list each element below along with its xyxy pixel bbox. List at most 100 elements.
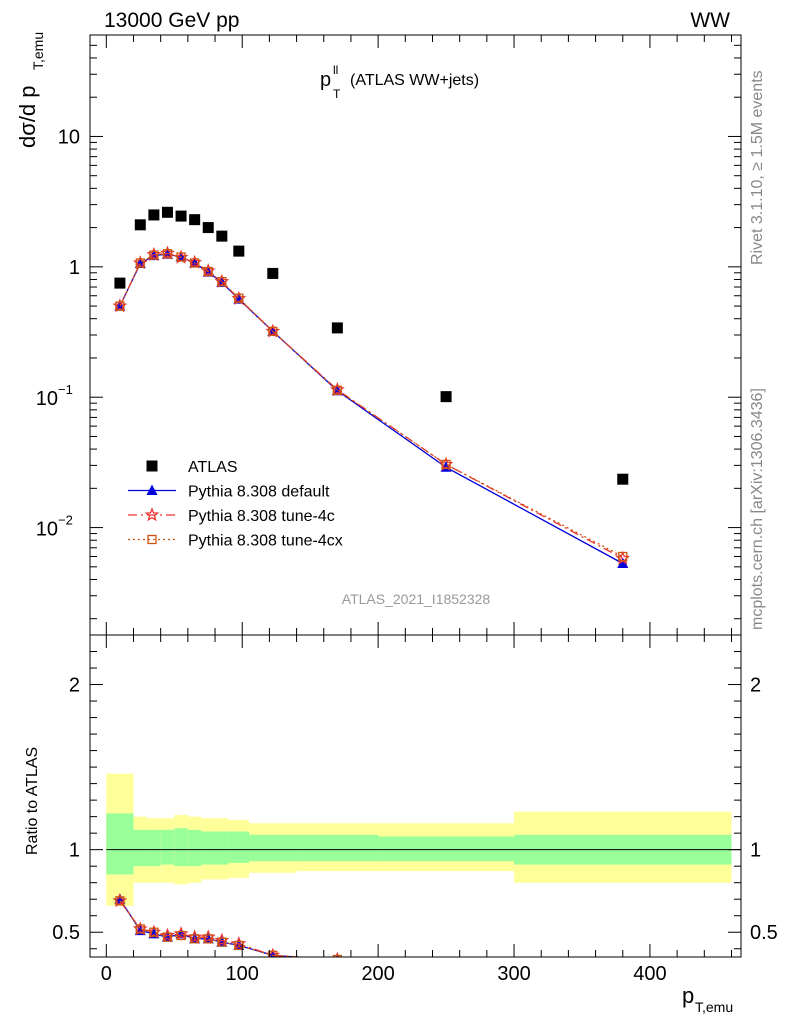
main-point-pythia-8-308-tune-4cx xyxy=(162,249,173,259)
main-point-pythia-8-308-tune-4cx xyxy=(234,293,244,303)
main-point-atlas xyxy=(440,391,452,403)
legend-label: Pythia 8.308 default xyxy=(188,484,330,501)
ratio-point-pythia-8-308-tune-4cx xyxy=(189,934,200,944)
main-ylabel: dσ/d p T,emu xyxy=(15,32,46,148)
main-point-atlas xyxy=(134,219,146,231)
ratio-point-pythia-8-308-tune-4cx xyxy=(217,937,227,947)
svg-text:10: 10 xyxy=(36,388,58,410)
ratio-point-pythia-8-308-default xyxy=(617,972,628,983)
ratio-y-tick-label-right: 2 xyxy=(750,675,761,697)
ylabel-text: dσ/d p xyxy=(15,85,40,148)
main-y-tick-label: 1 xyxy=(69,257,80,279)
ratio-line-pythia-8-308-tune-4c xyxy=(119,900,309,957)
header-right: WW xyxy=(690,9,730,32)
mcplots-label: mcplots.cern.ch [arXiv:1306.3436] xyxy=(749,388,766,630)
legend: ATLAS Pythia 8.308 default Pythia 8.308 tu… xyxy=(128,459,343,550)
legend-label: ATLAS xyxy=(188,459,238,476)
main-point-atlas xyxy=(617,473,629,485)
title-var: p xyxy=(320,69,331,91)
main-point-atlas xyxy=(161,206,173,218)
ratio-point-pythia-8-308-tune-4cx xyxy=(442,961,450,969)
ratio-point-pythia-8-308-tune-4cx xyxy=(234,940,244,951)
ratio-point-pythia-8-308-tune-4cx xyxy=(332,954,343,957)
xlabel-text: p xyxy=(682,983,694,1008)
main-point-pythia-8-308-tune-4cx xyxy=(176,252,186,262)
ratio-point-pythia-8-308-tune-4cx xyxy=(268,950,278,957)
ratio-plot-area xyxy=(106,773,741,983)
main-point-atlas xyxy=(189,214,201,226)
legend-item: Pythia 8.308 tune-4c xyxy=(128,507,335,525)
ratio-panel: 0.5 0.5 1 1 2 2 0 100 200 300 400 Ratio to ATLAS p… xyxy=(24,634,778,1015)
legend-marker xyxy=(146,460,158,472)
ratio-point-pythia-8-308-tune-4cx xyxy=(203,934,213,944)
main-point-pythia-8-308-tune-4cx xyxy=(441,459,451,470)
legend-item: Pythia 8.308 default xyxy=(128,484,330,501)
title-var-sub: T xyxy=(333,87,341,101)
ratio-point-pythia-8-308-tune-4cx xyxy=(135,924,145,934)
svg-text:10: 10 xyxy=(58,126,80,148)
title-text: (ATLAS WW+jets) xyxy=(350,72,479,89)
legend-label: Pythia 8.308 tune-4c xyxy=(188,508,335,525)
xlabel-sub: T,emu xyxy=(695,999,733,1015)
ratio-band-inner xyxy=(133,829,148,867)
main-point-pythia-8-308-tune-4cx xyxy=(149,250,159,260)
ratio-point-pythia-8-308-tune-4c xyxy=(440,959,451,970)
legend-item: Pythia 8.308 tune-4cx xyxy=(128,533,343,550)
main-point-atlas xyxy=(267,267,279,279)
main-point-pythia-8-308-tune-4cx xyxy=(203,266,213,277)
legend-marker xyxy=(146,484,158,495)
x-tick-label: 400 xyxy=(633,963,666,985)
ratio-band-inner xyxy=(228,831,250,863)
legend-label: Pythia 8.308 tune-4cx xyxy=(188,533,343,550)
ratio-band-inner xyxy=(174,828,188,867)
ratio-band-inner xyxy=(160,829,175,865)
ratio-band-inner xyxy=(378,836,515,862)
main-point-pythia-8-308-tune-4cx xyxy=(268,326,278,336)
main-point-atlas xyxy=(331,322,343,334)
main-point-atlas xyxy=(175,210,187,222)
title-var-sup: ll xyxy=(333,63,338,77)
ratio-point-pythia-8-308-tune-4c xyxy=(617,968,628,979)
main-y-tick-label: 10 −2 xyxy=(36,513,73,541)
main-point-pythia-8-308-tune-4cx xyxy=(115,301,125,311)
ratio-point-pythia-8-308-tune-4cx xyxy=(115,896,125,906)
main-y-tick-label: 10 −1 xyxy=(36,382,73,410)
ratio-band-inner xyxy=(187,829,202,867)
main-point-pythia-8-308-tune-4cx xyxy=(135,258,145,268)
ratio-band-inner xyxy=(147,829,161,867)
x-tick-label: 0 xyxy=(101,963,112,985)
svg-text:−1: −1 xyxy=(58,382,73,397)
ylabel-sub: T,emu xyxy=(30,32,46,70)
main-point-pythia-8-308-default xyxy=(617,557,629,569)
ratio-point-pythia-8-308-tune-4cx xyxy=(162,932,173,942)
rivet-label: Rivet 3.1.10, ≥ 1.5M events xyxy=(749,70,766,265)
ratio-frame xyxy=(89,634,742,958)
x-tick-label: 200 xyxy=(361,963,394,985)
legend-marker xyxy=(147,534,157,545)
ratio-band-inner xyxy=(215,831,229,865)
main-point-pythia-8-308-tune-4cx xyxy=(189,258,200,268)
analysis-id: ATLAS_2021_I1852328 xyxy=(342,591,491,607)
svg-text:10: 10 xyxy=(36,519,58,541)
legend-item: ATLAS xyxy=(146,459,238,476)
ratio-y-tick-label: 2 xyxy=(69,675,80,697)
ratio-y-tick-label-right: 0.5 xyxy=(750,922,778,944)
main-y-tick-label: 10 xyxy=(58,126,80,148)
ratio-point-pythia-8-308-tune-4cx xyxy=(619,969,627,977)
ratio-band-inner xyxy=(249,834,297,862)
main-title: p ll T (ATLAS WW+jets) xyxy=(320,63,479,101)
ratio-band-inner xyxy=(201,831,216,865)
main-point-pythia-8-308-tune-4cx xyxy=(217,276,227,287)
main-point-atlas xyxy=(114,277,126,289)
xlabel: p T,emu xyxy=(682,983,733,1015)
main-point-atlas xyxy=(148,209,160,221)
header-left: 13000 GeV pp xyxy=(104,9,239,32)
ratio-band-inner xyxy=(296,834,379,862)
legend-marker xyxy=(144,507,160,522)
ratio-y-tick-label: 0.5 xyxy=(52,922,80,944)
main-point-pythia-8-308-tune-4cx xyxy=(332,385,343,395)
ratio-point-pythia-8-308-tune-4cx xyxy=(176,930,186,941)
main-plot-area xyxy=(112,206,631,569)
